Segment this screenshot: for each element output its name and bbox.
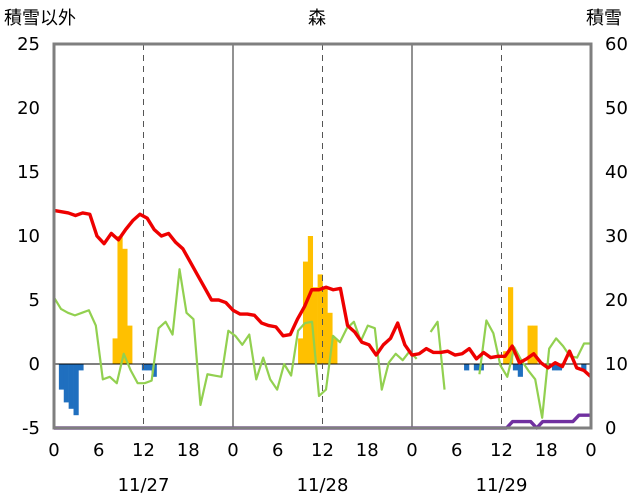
bar: [117, 236, 123, 364]
bar: [464, 364, 470, 371]
y-right-tick-label: 30: [605, 226, 628, 247]
bar: [141, 364, 148, 371]
bar: [112, 338, 118, 364]
bar: [556, 364, 563, 371]
x-tick-label: 0: [406, 440, 417, 461]
bar: [532, 325, 538, 364]
bar: [127, 325, 133, 364]
day-label: 11/29: [476, 475, 528, 496]
x-tick-label: 6: [451, 440, 462, 461]
x-tick-label: 18: [535, 440, 558, 461]
y-left-tick-label: 15: [17, 162, 40, 183]
day-label: 11/27: [118, 475, 170, 496]
axes-layer: [52, 42, 593, 430]
y-left-tick-label: 0: [29, 354, 40, 375]
x-tick-label: 12: [311, 440, 334, 461]
bar: [68, 364, 74, 409]
x-tick-label: 6: [93, 440, 104, 461]
bar: [473, 364, 480, 371]
green-series-line: [53, 268, 418, 407]
bar: [332, 338, 338, 364]
bar: [58, 364, 65, 390]
plot-frame: [52, 42, 593, 430]
y-right-tick-label: 60: [605, 34, 628, 55]
x-tick-label: 6: [272, 440, 283, 461]
x-tick-label: 12: [490, 440, 513, 461]
bar: [312, 287, 318, 364]
x-tick-label: 18: [356, 440, 379, 461]
bar: [73, 364, 79, 416]
bar: [298, 338, 304, 364]
station-title: 森: [308, 8, 326, 29]
bar: [517, 364, 523, 377]
bar: [63, 364, 69, 403]
bar: [146, 364, 152, 371]
bar: [527, 325, 533, 364]
y-right-tick-label: 20: [605, 290, 628, 311]
bar: [78, 364, 84, 371]
y-left-tick-label: 10: [17, 226, 40, 247]
y-left-tick-label: 25: [17, 34, 40, 55]
day-label: 11/28: [297, 475, 349, 496]
bar: [322, 287, 328, 364]
y-right-tick-label: 50: [605, 98, 628, 119]
x-tick-label: 18: [177, 440, 200, 461]
bar: [302, 261, 309, 364]
x-tick-label: 0: [585, 440, 596, 461]
x-tick-label: 0: [227, 440, 238, 461]
y-right-tick-label: 40: [605, 162, 628, 183]
bar: [508, 287, 514, 364]
green-series-line: [429, 320, 446, 390]
bar: [551, 364, 558, 371]
x-tick-label: 12: [132, 440, 155, 461]
red-series-line: [53, 208, 593, 379]
bar: [512, 364, 519, 371]
bar: [151, 364, 157, 377]
y-left-tick-label: 5: [29, 290, 40, 311]
bar: [327, 312, 333, 364]
bar: [307, 236, 314, 364]
y-left-tick-label: 20: [17, 98, 40, 119]
x-tick-label: 0: [48, 440, 59, 461]
y-left-tick-label: -5: [22, 418, 40, 439]
y-right-tick-label: 10: [605, 354, 628, 375]
y-right-tick-label: 0: [605, 418, 616, 439]
grid-layer: [54, 44, 591, 428]
bar: [317, 274, 323, 364]
right-axis-title: 積雪: [586, 8, 622, 29]
bar: [581, 364, 587, 371]
bar: [122, 248, 128, 364]
left-axis-title: 積雪以外: [4, 8, 76, 29]
